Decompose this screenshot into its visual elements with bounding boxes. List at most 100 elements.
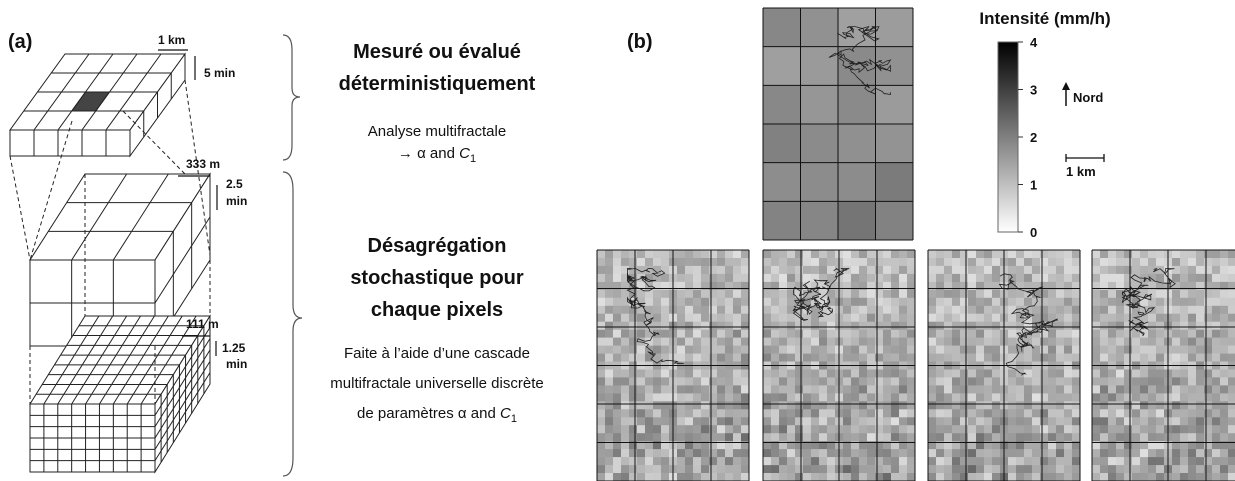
map-cell bbox=[661, 289, 670, 299]
map-cell bbox=[1140, 401, 1149, 410]
map-cell bbox=[1124, 313, 1133, 322]
map-cell bbox=[867, 250, 876, 259]
text: C bbox=[500, 405, 511, 422]
map-cell bbox=[992, 337, 1001, 346]
map-cell bbox=[891, 473, 900, 481]
map-cell bbox=[1024, 441, 1033, 450]
map-cell bbox=[827, 433, 836, 442]
map-cell bbox=[733, 401, 742, 410]
map-cell bbox=[976, 401, 985, 410]
map-cell bbox=[875, 433, 884, 442]
map-cell bbox=[1116, 433, 1125, 442]
map-cell bbox=[1108, 465, 1117, 474]
map-cell bbox=[1172, 369, 1181, 378]
map-cell bbox=[1220, 465, 1229, 474]
map-cell bbox=[811, 377, 820, 386]
map-cell bbox=[907, 289, 916, 299]
map-cell bbox=[741, 377, 750, 386]
map-cell bbox=[645, 369, 654, 378]
map-cell bbox=[936, 250, 945, 259]
map-cell bbox=[968, 313, 977, 322]
map-cell bbox=[717, 345, 726, 354]
map-cell bbox=[1072, 393, 1081, 402]
map-cell bbox=[1140, 297, 1149, 307]
map-cell bbox=[1116, 258, 1125, 267]
map-cell bbox=[1048, 473, 1057, 481]
map-cell bbox=[1124, 250, 1133, 259]
map-cell bbox=[875, 457, 884, 466]
map-cell bbox=[960, 417, 969, 426]
map-cell bbox=[1204, 417, 1213, 426]
map-cell bbox=[960, 297, 969, 307]
map-cell bbox=[944, 337, 953, 346]
map-cell bbox=[859, 441, 868, 450]
map-cell bbox=[701, 425, 710, 434]
map-cell bbox=[952, 297, 961, 307]
map-cell bbox=[1228, 449, 1235, 458]
map-cell bbox=[976, 305, 985, 315]
map-cell bbox=[1116, 273, 1125, 283]
map-cell bbox=[613, 457, 622, 466]
map-cell bbox=[621, 369, 630, 378]
map-cell bbox=[1132, 305, 1141, 315]
map-cell bbox=[795, 385, 804, 394]
map-cell bbox=[1212, 281, 1221, 291]
map-cell bbox=[1016, 465, 1025, 474]
map-cell bbox=[827, 337, 836, 346]
map-cell bbox=[827, 465, 836, 474]
map-cell bbox=[827, 305, 836, 315]
map-cell bbox=[867, 417, 876, 426]
map-cell bbox=[867, 329, 876, 338]
map-cell bbox=[629, 433, 638, 442]
map-cell bbox=[1132, 369, 1141, 378]
map-cell bbox=[1008, 401, 1017, 410]
map-cell bbox=[944, 258, 953, 267]
map-cell bbox=[725, 473, 734, 481]
map-cell bbox=[907, 329, 916, 338]
map-cell bbox=[1116, 321, 1125, 330]
map-cell bbox=[1204, 345, 1213, 354]
map-cell bbox=[1040, 289, 1049, 299]
map-cell bbox=[800, 201, 838, 240]
map-cell bbox=[1072, 401, 1081, 410]
map-cell bbox=[763, 409, 772, 418]
map-cell bbox=[819, 250, 828, 259]
map-cell bbox=[1148, 433, 1157, 442]
city-outline bbox=[626, 268, 684, 364]
map-cell bbox=[827, 401, 836, 410]
map-cell bbox=[1180, 393, 1189, 402]
map-cell bbox=[1196, 393, 1205, 402]
map-cell bbox=[637, 321, 646, 330]
map-cell bbox=[605, 385, 614, 394]
map-cell bbox=[960, 449, 969, 458]
map-cell bbox=[1040, 305, 1049, 315]
map-cell bbox=[907, 441, 916, 450]
map-cell bbox=[733, 329, 742, 338]
map-cell bbox=[803, 258, 812, 267]
map-cell bbox=[725, 289, 734, 299]
text: 1 bbox=[511, 413, 517, 425]
map-cell bbox=[779, 449, 788, 458]
map-cell bbox=[717, 353, 726, 362]
map-cell bbox=[1148, 289, 1157, 299]
map-cell bbox=[859, 258, 868, 267]
map-cell bbox=[1220, 369, 1229, 378]
map-cell bbox=[867, 409, 876, 418]
map-cell bbox=[763, 297, 772, 307]
map-cell bbox=[709, 265, 718, 275]
map-cell bbox=[984, 465, 993, 474]
map-cell bbox=[725, 297, 734, 307]
map-cell bbox=[787, 409, 796, 418]
map-cell bbox=[1048, 409, 1057, 418]
map-cell bbox=[637, 250, 646, 259]
map-cell bbox=[891, 297, 900, 307]
map-cell bbox=[851, 289, 860, 299]
map-cell bbox=[976, 313, 985, 322]
map-cell bbox=[1048, 417, 1057, 426]
map-cell bbox=[1008, 289, 1017, 299]
map-cell bbox=[936, 289, 945, 299]
map-cell bbox=[1008, 425, 1017, 434]
map-cell bbox=[859, 377, 868, 386]
map-cell bbox=[936, 409, 945, 418]
map-cell bbox=[992, 265, 1001, 275]
